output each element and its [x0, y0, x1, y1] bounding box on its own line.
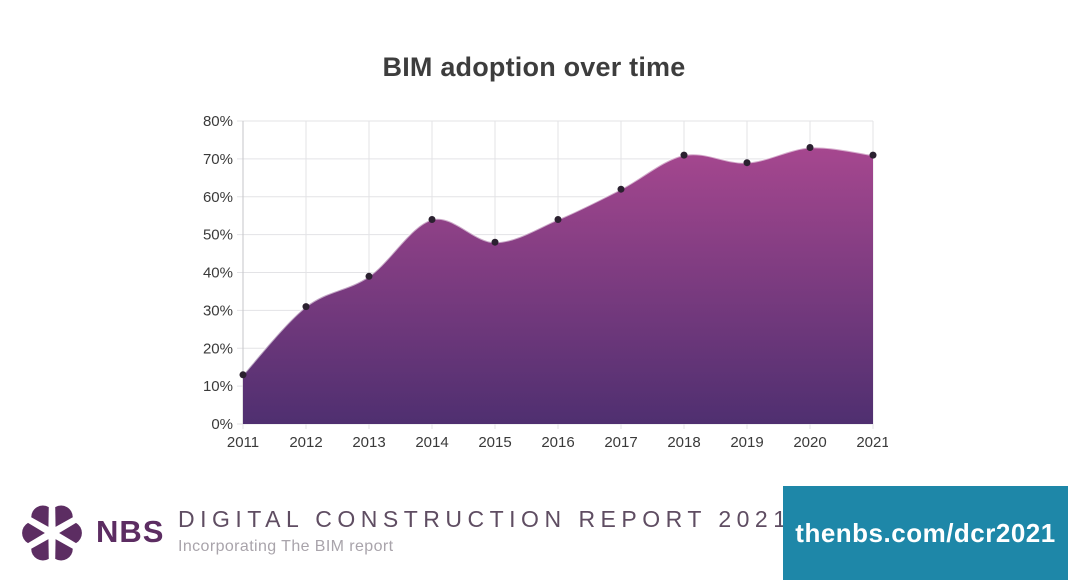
svg-text:2015: 2015 — [478, 434, 511, 451]
url-banner-label: thenbs.com/dcr2021 — [795, 517, 1056, 548]
svg-text:40%: 40% — [203, 265, 233, 282]
svg-text:2014: 2014 — [415, 434, 448, 451]
report-subtitle: Incorporating The BIM report — [178, 538, 394, 555]
svg-text:70%: 70% — [203, 151, 233, 168]
bim-adoption-area-chart: 0% 10% 20% 30% 40% 50% 60% 70% 80% 2011 2012 2013 20… — [203, 113, 888, 451]
url-banner[interactable]: thenbs.com/dcr2021 — [783, 486, 1068, 580]
svg-text:2011: 2011 — [227, 434, 259, 451]
svg-text:2020: 2020 — [793, 434, 826, 451]
svg-text:80%: 80% — [203, 113, 233, 130]
nbs-logo-icon — [22, 505, 82, 561]
svg-text:2012: 2012 — [289, 434, 322, 451]
svg-text:30%: 30% — [203, 302, 233, 319]
chart-title: BIM adoption over time — [382, 52, 686, 82]
report-heading: DIGITAL CONSTRUCTION REPORT 2021 Incorpo… — [178, 506, 792, 556]
svg-text:2013: 2013 — [352, 434, 385, 451]
svg-text:50%: 50% — [203, 227, 233, 244]
svg-text:20%: 20% — [203, 340, 233, 357]
svg-text:2018: 2018 — [667, 434, 700, 451]
footer: NBS DIGITAL CONSTRUCTION REPORT 2021 Inc… — [0, 480, 1068, 580]
svg-text:2017: 2017 — [604, 434, 637, 451]
nbs-brand: NBS — [22, 500, 172, 568]
svg-text:0%: 0% — [211, 416, 233, 433]
report-title: DIGITAL CONSTRUCTION REPORT 2021 — [178, 506, 792, 532]
svg-text:2021: 2021 — [856, 434, 888, 451]
nbs-brand-name: NBS — [96, 514, 165, 549]
svg-text:10%: 10% — [203, 378, 233, 395]
svg-text:60%: 60% — [203, 189, 233, 206]
svg-text:2019: 2019 — [730, 434, 763, 451]
svg-text:2016: 2016 — [541, 434, 574, 451]
